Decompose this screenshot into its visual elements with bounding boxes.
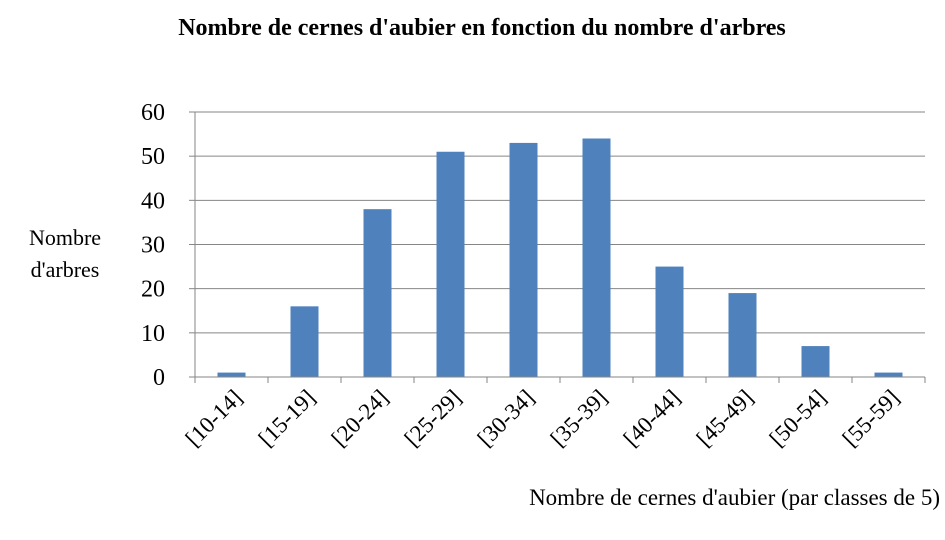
bar — [874, 372, 903, 377]
y-tick-label: 0 — [153, 365, 165, 391]
x-tick-label: [50-54] — [765, 385, 831, 451]
chart-title: Nombre de cernes d'aubier en fonction du… — [178, 15, 786, 41]
x-tick-label: [35-39] — [546, 385, 612, 451]
x-tick-label: [40-44] — [619, 385, 685, 451]
x-tick-label: [10-14] — [181, 385, 247, 451]
bar — [290, 306, 319, 377]
bar — [728, 293, 757, 377]
y-tick-label: 20 — [141, 277, 165, 303]
x-tick-label: [45-49] — [692, 385, 758, 451]
y-tick-label: 10 — [141, 321, 165, 347]
bar — [582, 138, 611, 377]
y-tick-label: 60 — [141, 100, 165, 126]
bar — [801, 346, 830, 377]
bar — [436, 151, 465, 377]
x-tick-label: [20-24] — [327, 385, 393, 451]
bar — [217, 372, 246, 377]
y-tick-label: 50 — [141, 144, 165, 170]
y-axis-label: Nombre d'arbres — [28, 225, 102, 282]
bar — [509, 142, 538, 377]
x-tick-label: [15-19] — [254, 385, 320, 451]
x-tick-label: [25-29] — [400, 385, 466, 451]
x-axis-label: Nombre de cernes d'aubier (par classes d… — [529, 485, 940, 510]
y-tick-label: 30 — [141, 233, 165, 259]
bar — [363, 209, 392, 377]
x-tick-label: [55-59] — [838, 385, 904, 451]
bar — [655, 266, 684, 377]
x-tick-label: [30-34] — [473, 385, 539, 451]
y-tick-label: 40 — [141, 188, 165, 214]
